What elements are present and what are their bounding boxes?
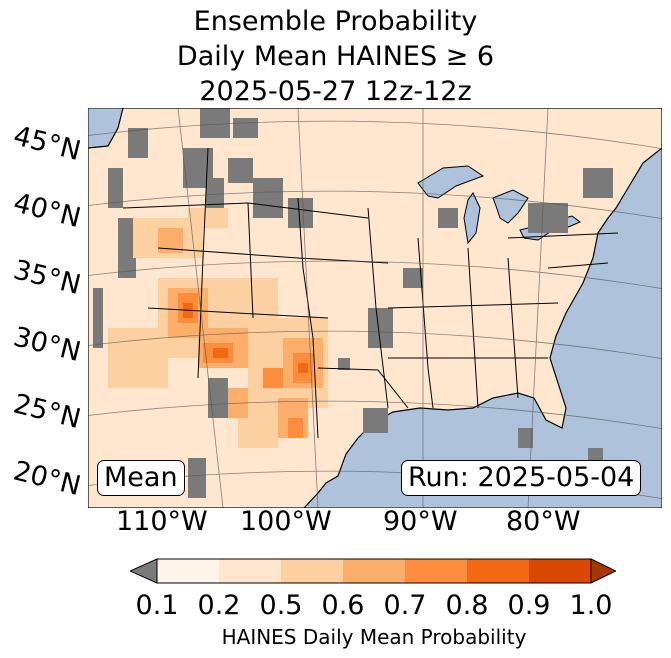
lat-label-35: 35°N (10, 254, 84, 302)
colorbar-label: HAINES Daily Mean Probability (221, 625, 527, 649)
lat-label-25: 25°N (10, 388, 84, 436)
colorbar-bin-5 (405, 559, 467, 583)
lon-label-110: 110°W (116, 506, 208, 537)
colorbar-tick-2: 0.5 (259, 590, 303, 621)
colorbar-bin-3 (281, 559, 343, 583)
colorbar-tick-4: 0.7 (383, 590, 427, 621)
lon-label-90: 90°W (383, 506, 458, 537)
lon-label-100: 100°W (240, 506, 332, 537)
lat-label-40: 40°N (10, 187, 84, 235)
colorbar-tick-7: 1.0 (569, 590, 613, 621)
lat-label-45: 45°N (10, 120, 84, 168)
colorbar-bin-6 (467, 559, 529, 583)
probability-map (88, 108, 662, 508)
lat-label-30: 30°N (10, 321, 84, 369)
colorbar-under-arrow (130, 558, 158, 584)
lat-label-20: 20°N (10, 455, 84, 503)
colorbar-bin-1 (157, 559, 219, 583)
colorbar (130, 558, 616, 584)
colorbar-over-arrow (590, 558, 616, 584)
stat-label-box: Mean (97, 460, 185, 496)
run-label-box: Run: 2025-05-04 (401, 460, 642, 496)
great-lakes (417, 165, 581, 245)
lon-label-80: 80°W (506, 506, 581, 537)
title-line-3: 2025-05-27 12z-12z (199, 76, 472, 107)
colorbar-tick-5: 0.8 (445, 590, 489, 621)
title-line-2: Daily Mean HAINES ≥ 6 (176, 41, 495, 72)
title-line-1: Ensemble Probability (193, 6, 478, 37)
colorbar-tick-3: 0.6 (321, 590, 365, 621)
colorbar-bin-2 (219, 559, 281, 583)
colorbar-tick-1: 0.2 (197, 590, 241, 621)
colorbar-bin-7 (529, 559, 591, 583)
colorbar-bin-4 (343, 559, 405, 583)
colorbar-tick-6: 0.9 (507, 590, 551, 621)
colorbar-tick-0: 0.1 (135, 590, 179, 621)
